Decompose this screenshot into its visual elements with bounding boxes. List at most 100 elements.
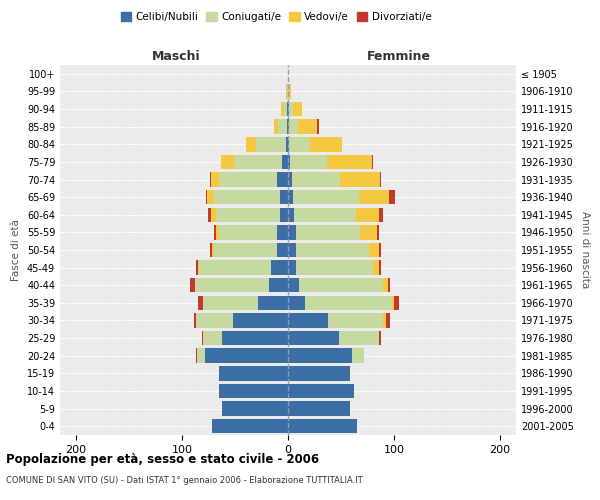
- Bar: [379, 208, 383, 222]
- Bar: [288, 419, 357, 434]
- Bar: [288, 137, 289, 152]
- Bar: [259, 296, 288, 310]
- Bar: [380, 172, 382, 186]
- Bar: [360, 225, 377, 240]
- Bar: [287, 84, 288, 98]
- Bar: [288, 402, 350, 416]
- Bar: [359, 190, 389, 204]
- Bar: [383, 278, 388, 292]
- Bar: [197, 348, 205, 363]
- Text: Popolazione per età, sesso e stato civile - 2006: Popolazione per età, sesso e stato civil…: [6, 452, 319, 466]
- Bar: [216, 225, 219, 240]
- Bar: [277, 243, 288, 257]
- Bar: [379, 331, 382, 345]
- Bar: [280, 208, 288, 222]
- Bar: [199, 260, 271, 275]
- Bar: [292, 172, 340, 186]
- Bar: [289, 84, 291, 98]
- Bar: [298, 120, 317, 134]
- Bar: [271, 260, 288, 275]
- Bar: [288, 296, 305, 310]
- Bar: [327, 154, 372, 169]
- Bar: [216, 208, 280, 222]
- Bar: [281, 102, 284, 117]
- Bar: [289, 137, 310, 152]
- Bar: [379, 243, 382, 257]
- Bar: [310, 137, 342, 152]
- Bar: [280, 190, 288, 204]
- Bar: [379, 260, 382, 275]
- Bar: [256, 137, 286, 152]
- Bar: [269, 278, 288, 292]
- Bar: [212, 243, 214, 257]
- Bar: [293, 190, 359, 204]
- Bar: [284, 102, 287, 117]
- Bar: [373, 260, 379, 275]
- Bar: [288, 225, 296, 240]
- Bar: [317, 120, 319, 134]
- Bar: [222, 331, 288, 345]
- Bar: [209, 172, 211, 186]
- Bar: [288, 120, 289, 134]
- Bar: [196, 314, 233, 328]
- Bar: [288, 154, 290, 169]
- Bar: [356, 208, 379, 222]
- Bar: [219, 384, 288, 398]
- Bar: [339, 331, 379, 345]
- Bar: [392, 296, 394, 310]
- Bar: [295, 208, 356, 222]
- Bar: [296, 260, 373, 275]
- Bar: [202, 331, 203, 345]
- Bar: [288, 331, 339, 345]
- Bar: [289, 102, 293, 117]
- Bar: [278, 120, 287, 134]
- Y-axis label: Fasce di età: Fasce di età: [11, 219, 21, 281]
- Bar: [288, 190, 293, 204]
- Bar: [296, 225, 360, 240]
- Bar: [198, 260, 199, 275]
- Bar: [211, 172, 219, 186]
- Bar: [286, 84, 287, 98]
- Bar: [196, 348, 197, 363]
- Bar: [389, 190, 395, 204]
- Bar: [352, 348, 364, 363]
- Y-axis label: Anni di nascita: Anni di nascita: [580, 212, 590, 288]
- Text: COMUNE DI SAN VITO (SU) - Dati ISTAT 1° gennaio 2006 - Elaborazione TUTTITALIA.I: COMUNE DI SAN VITO (SU) - Dati ISTAT 1° …: [6, 476, 363, 485]
- Bar: [286, 137, 288, 152]
- Bar: [190, 278, 194, 292]
- Bar: [222, 402, 288, 416]
- Text: Femmine: Femmine: [367, 50, 431, 62]
- Bar: [221, 154, 234, 169]
- Bar: [245, 137, 256, 152]
- Bar: [196, 260, 198, 275]
- Bar: [277, 172, 288, 186]
- Bar: [288, 314, 328, 328]
- Text: Maschi: Maschi: [152, 50, 201, 62]
- Bar: [386, 314, 390, 328]
- Bar: [383, 314, 386, 328]
- Bar: [203, 296, 259, 310]
- Bar: [328, 314, 383, 328]
- Bar: [214, 225, 216, 240]
- Bar: [288, 278, 299, 292]
- Bar: [377, 225, 379, 240]
- Bar: [288, 172, 292, 186]
- Bar: [194, 278, 269, 292]
- Bar: [233, 314, 288, 328]
- Bar: [209, 243, 212, 257]
- Bar: [368, 243, 379, 257]
- Bar: [277, 225, 288, 240]
- Bar: [206, 190, 208, 204]
- Bar: [288, 102, 289, 117]
- Bar: [299, 278, 383, 292]
- Bar: [296, 243, 368, 257]
- Bar: [340, 172, 380, 186]
- Bar: [281, 154, 288, 169]
- Bar: [194, 314, 196, 328]
- Bar: [211, 208, 216, 222]
- Bar: [288, 384, 354, 398]
- Bar: [219, 172, 277, 186]
- Bar: [214, 243, 277, 257]
- Bar: [214, 190, 280, 204]
- Bar: [288, 208, 295, 222]
